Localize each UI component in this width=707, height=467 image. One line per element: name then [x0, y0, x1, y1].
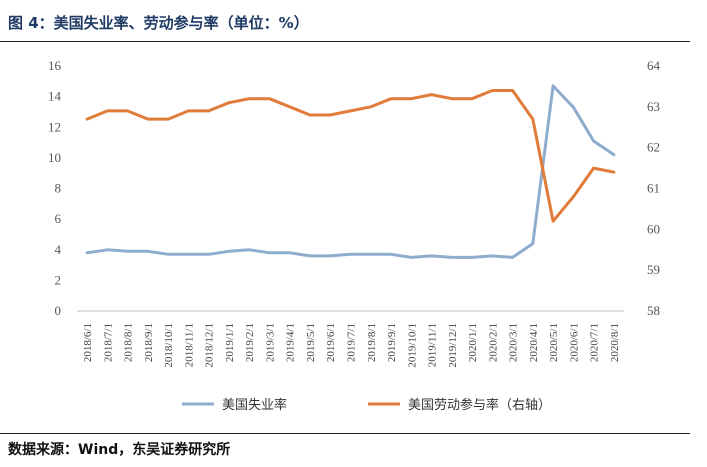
- left-tick-label: 8: [55, 181, 62, 196]
- right-tick-label: 62: [647, 140, 660, 155]
- right-tick-label: 58: [647, 303, 660, 318]
- right-tick-label: 60: [647, 221, 660, 236]
- title-rule: [0, 41, 690, 42]
- series-line: [85, 84, 616, 259]
- left-tick-label: 12: [48, 119, 61, 134]
- right-axis: 58 59 60 61 62 63 64: [647, 58, 661, 318]
- left-tick-label: 6: [55, 211, 62, 226]
- x-tick-label: 2018/7/1: [102, 323, 114, 362]
- x-tick-label: 2018/9/1: [143, 323, 155, 362]
- left-axis: 0 2 4 6 8 10 12 14 16: [48, 58, 62, 318]
- x-tick-label: 2019/7/1: [346, 323, 358, 362]
- x-tick-label: 2018/11/1: [183, 323, 195, 367]
- x-tick-label: 2019/1/1: [224, 323, 236, 362]
- left-tick-label: 4: [55, 242, 62, 257]
- x-tick-label: 2018/10/1: [163, 323, 175, 368]
- series-lines: [85, 84, 616, 259]
- x-tick-label: 2018/6/1: [82, 323, 94, 362]
- source-rule: [0, 433, 690, 434]
- legend: 美国失业率 美国劳动参与率（右轴）: [182, 397, 551, 413]
- x-tick-label: 2020/5/1: [548, 323, 560, 362]
- figure-title: 图 4：美国失业率、劳动参与率（单位：%）: [8, 14, 309, 32]
- x-axis: 2018/6/1 2018/7/1 2018/8/1 2018/9/1 2018/10/…: [82, 323, 621, 368]
- x-tick-label: 2019/8/1: [366, 323, 378, 362]
- x-tick-label: 2019/3/1: [264, 323, 276, 362]
- x-tick-label: 2019/12/1: [447, 323, 459, 368]
- x-tick-label: 2019/11/1: [427, 323, 439, 367]
- right-tick-label: 63: [647, 99, 660, 114]
- series-line: [85, 89, 616, 223]
- right-tick-label: 64: [647, 58, 661, 73]
- x-tick-label: 2020/4/1: [528, 323, 540, 362]
- right-tick-label: 61: [647, 181, 660, 196]
- left-tick-label: 0: [55, 303, 62, 318]
- right-tick-label: 59: [647, 262, 660, 277]
- x-tick-label: 2019/10/1: [406, 323, 418, 368]
- legend-label: 美国失业率: [222, 397, 287, 413]
- left-tick-label: 10: [48, 150, 61, 165]
- x-tick-label: 2020/1/1: [467, 323, 479, 362]
- x-tick-label: 2019/5/1: [305, 323, 317, 362]
- x-tick-label: 2019/4/1: [285, 323, 297, 362]
- x-tick-label: 2020/3/1: [508, 323, 520, 362]
- x-tick-label: 2020/7/1: [589, 323, 601, 362]
- x-tick-label: 2020/2/1: [487, 323, 499, 362]
- left-tick-label: 2: [55, 272, 62, 287]
- left-tick-label: 16: [48, 58, 62, 73]
- x-tick-label: 2018/12/1: [204, 323, 216, 368]
- x-tick-label: 2019/9/1: [386, 323, 398, 362]
- x-tick-label: 2020/8/1: [609, 323, 621, 362]
- x-tick-label: 2019/2/1: [244, 323, 256, 362]
- source-note: 数据来源：Wind，东吴证券研究所: [8, 442, 231, 458]
- left-tick-label: 14: [48, 89, 62, 104]
- x-tick-label: 2018/8/1: [123, 323, 135, 362]
- x-tick-label: 2019/6/1: [325, 323, 337, 362]
- x-tick-label: 2020/6/1: [568, 323, 580, 362]
- legend-label: 美国劳动参与率（右轴）: [408, 397, 551, 413]
